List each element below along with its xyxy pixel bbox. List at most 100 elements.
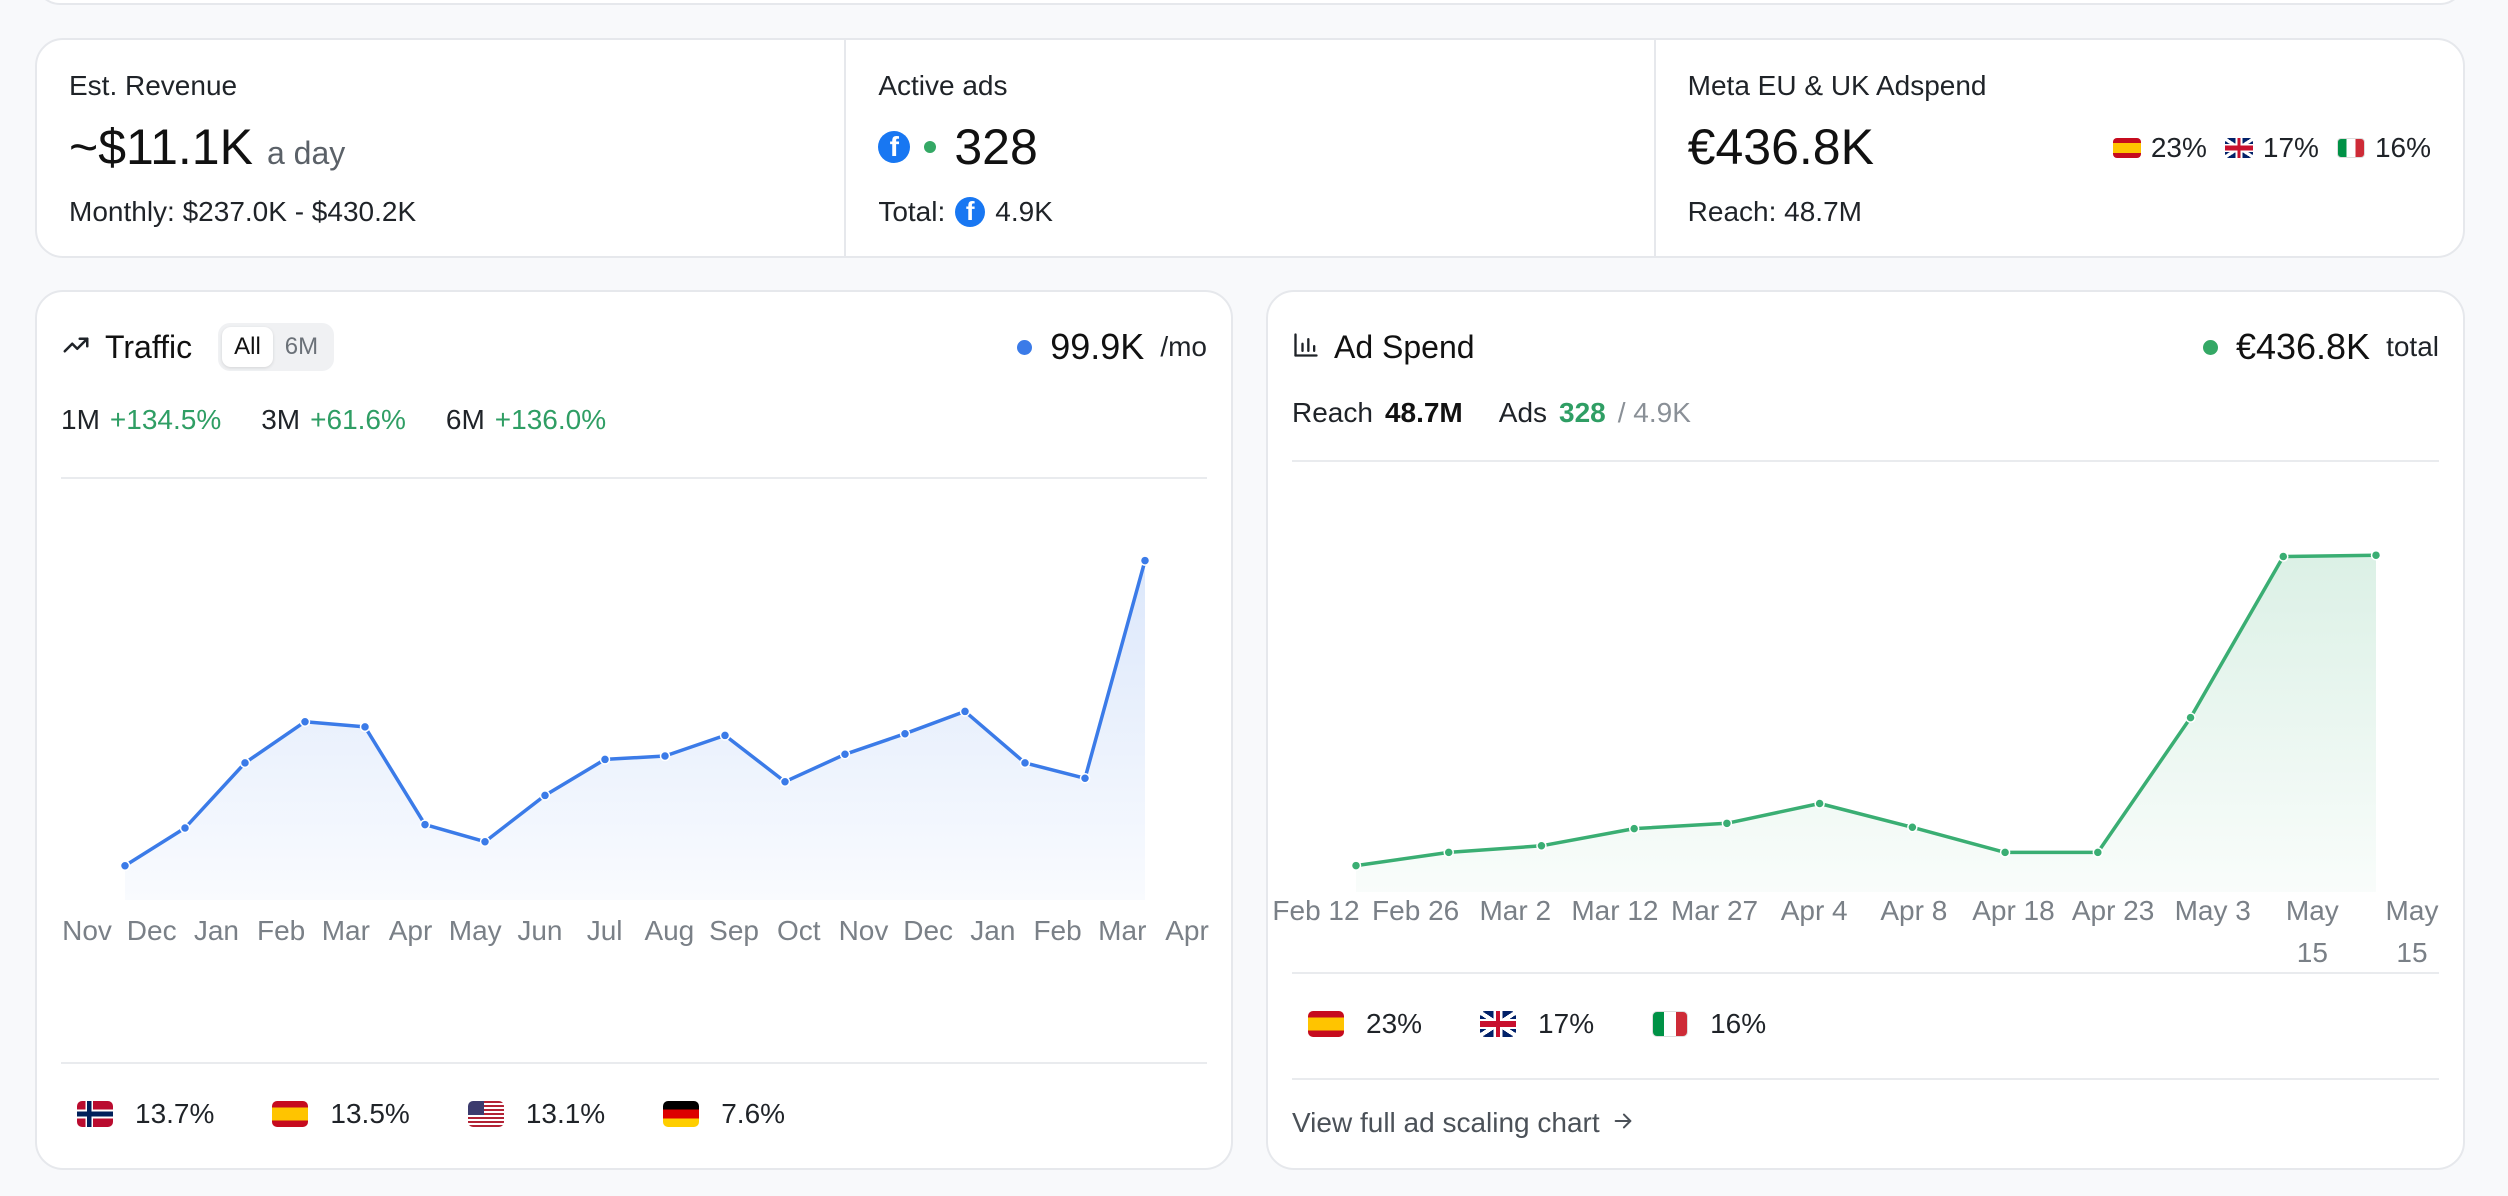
- growth-change: +61.6%: [310, 404, 406, 435]
- ads-value: 328: [1559, 397, 1606, 428]
- data-point: [1814, 798, 1825, 809]
- country-share-it: 16%: [1652, 1008, 1766, 1040]
- country-pct: 13.1%: [525, 1098, 606, 1129]
- data-point: [659, 750, 671, 762]
- x-tick-label: Mar 27: [1671, 895, 1758, 926]
- x-tick-label: Apr 18: [1972, 895, 2055, 926]
- italy-flag-icon: [1652, 1011, 1689, 1037]
- data-point: [779, 776, 791, 787]
- data-point: [2370, 549, 2382, 561]
- country-share-gb: 17%: [1480, 1008, 1594, 1040]
- series-area: [125, 560, 1145, 900]
- active-ads-total: Total: f 4.9K: [878, 196, 1053, 228]
- x-tick-label: Dec: [127, 915, 177, 946]
- data-point: [1139, 555, 1151, 566]
- adspend-value: €436.8K: [1687, 119, 1874, 175]
- stats-summary-card: Est. Revenue ~$11.1K a day Monthly: $237…: [35, 38, 2465, 258]
- growth-period: 3M: [261, 404, 301, 435]
- arrow-right-icon: [1612, 1107, 1634, 1139]
- data-point: [1536, 840, 1547, 852]
- data-point: [1628, 823, 1640, 834]
- adspend-reach: Reach: 48.7M: [1687, 196, 1862, 227]
- adspend-country-split: 23% 17% 16%: [2112, 132, 2431, 164]
- reach-value: 48.7M: [1384, 397, 1463, 428]
- traffic-unit: /mo: [1160, 331, 1207, 362]
- revenue-label: Est. Revenue: [69, 70, 238, 101]
- active-ads-value: 328: [954, 119, 1038, 175]
- series-area: [1356, 555, 2376, 892]
- revenue-stat: Est. Revenue ~$11.1K a day Monthly: $237…: [37, 40, 847, 256]
- x-tick-label: 15: [2396, 937, 2427, 968]
- norway-flag-icon: [77, 1101, 113, 1127]
- x-tick-label: Feb: [257, 915, 305, 946]
- data-point: [1907, 822, 1918, 833]
- x-tick-label: May 3: [2175, 895, 2251, 926]
- range-all-button[interactable]: All: [222, 327, 273, 367]
- spain-flag-icon: [1308, 1011, 1344, 1037]
- country-pct: 23%: [2150, 132, 2207, 163]
- traffic-chart: Nov Dec Jan Feb Mar Apr May Jun Jul Aug Sep Oct Nov D…: [62, 555, 1209, 946]
- x-tick-label: Apr: [1165, 915, 1209, 946]
- data-point: [359, 721, 371, 733]
- facebook-icon: f: [878, 131, 911, 163]
- active-ads-stat: Active ads f 328 Total: f 4.9K: [846, 40, 1656, 256]
- data-point: [839, 749, 851, 760]
- x-tick-label: Apr 4: [1781, 895, 1848, 926]
- total-value: 4.9K: [995, 196, 1053, 227]
- x-tick-label: Feb 26: [1372, 895, 1459, 926]
- italy-flag-icon: [2336, 138, 2365, 158]
- growth-3m: 3M +61.6%: [261, 404, 406, 436]
- traffic-countries: 13.7% 13.5% 13.1% 7.6%: [77, 1098, 785, 1130]
- x-tick-label: Apr 8: [1880, 895, 1947, 926]
- x-tick-label: May: [2386, 895, 2439, 926]
- range-6m-button[interactable]: 6M: [284, 333, 319, 360]
- germany-flag-icon: [663, 1101, 700, 1127]
- adspend-label: Meta EU & UK Adspend: [1687, 70, 1987, 101]
- x-tick-label: Mar: [322, 915, 370, 946]
- x-tick-label: Nov: [62, 915, 112, 946]
- growth-6m: 6M +136.0%: [446, 404, 606, 436]
- data-point: [2278, 551, 2289, 562]
- spain-flag-icon: [2112, 138, 2141, 158]
- data-point: [599, 754, 611, 765]
- country-pct: 13.7%: [135, 1098, 215, 1129]
- ad-spend-countries: 23% 17% 16%: [1308, 1008, 1766, 1040]
- ad-spend-series-dot: [2202, 339, 2218, 355]
- country-pct: 13.5%: [330, 1098, 410, 1129]
- series-line: [124, 560, 1147, 868]
- uk-flag-icon: [2224, 138, 2253, 158]
- traffic-header: Traffic All 6M 99.9K /mo: [61, 322, 1207, 372]
- x-tick-label: Jun: [517, 915, 562, 946]
- ads-label: Ads: [1498, 397, 1548, 428]
- reach-label: Reach: [1292, 397, 1373, 428]
- data-point: [719, 730, 731, 741]
- country-share-de: 7.6%: [663, 1098, 785, 1130]
- x-tick-label: Oct: [777, 915, 821, 946]
- ad-spend-value: €436.8K: [2235, 326, 2371, 367]
- data-point: [2185, 712, 2196, 723]
- x-tick-label: Mar: [1098, 915, 1146, 946]
- view-full-chart-link[interactable]: View full ad scaling chart: [1292, 1107, 1634, 1139]
- x-tick-label: May: [449, 915, 502, 946]
- active-ads-label: Active ads: [878, 70, 1008, 101]
- divider: [61, 477, 1207, 479]
- country-share-es: 13.5%: [272, 1098, 410, 1130]
- x-tick-label: Dec: [903, 915, 953, 946]
- active-status-dot: [924, 141, 937, 153]
- range-toggle: All 6M: [218, 323, 335, 371]
- data-point: [2092, 847, 2104, 858]
- divider: [1292, 1078, 2439, 1080]
- ad-spend-chart: Feb 12 Feb 26 Mar 2 Mar 12 Mar 27 Apr 4 Apr 8 A…: [1272, 549, 2439, 968]
- uk-flag-icon: [1480, 1011, 1517, 1037]
- traffic-series-dot: [1017, 339, 1033, 355]
- x-tick-label: May: [2286, 895, 2339, 926]
- ad-spend-summary: €436.8K total: [2202, 326, 2439, 368]
- divider: [1292, 460, 2439, 462]
- revenue-value-row: ~$11.1K a day: [69, 118, 345, 176]
- divider: [61, 1062, 1207, 1064]
- data-point: [1079, 773, 1091, 784]
- x-tick-label: Apr: [389, 915, 433, 946]
- top-panel-edge: [35, 0, 2465, 5]
- growth-change: +136.0%: [494, 404, 607, 435]
- x-tick-label: 15: [2297, 937, 2328, 968]
